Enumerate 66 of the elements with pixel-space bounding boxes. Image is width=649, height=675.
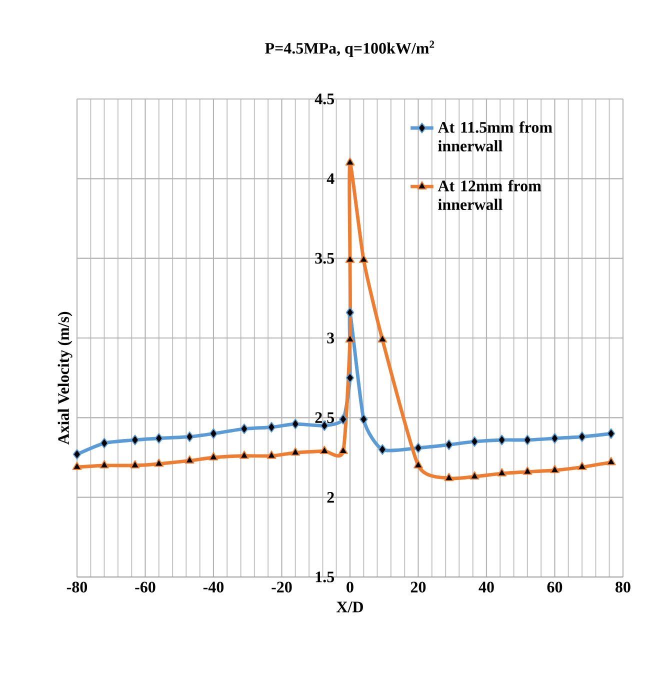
point (154, 433, 164, 444)
point (444, 472, 454, 482)
point (358, 254, 368, 263)
point (346, 307, 354, 318)
point (378, 444, 387, 455)
point (266, 450, 276, 459)
point (240, 450, 249, 459)
point (290, 447, 300, 456)
point (470, 436, 479, 447)
point (522, 466, 532, 475)
point (154, 458, 164, 467)
x-tick-label: -60 (135, 582, 156, 592)
point (130, 460, 140, 468)
point (320, 446, 330, 454)
point (339, 414, 348, 425)
point (100, 460, 109, 468)
point (550, 433, 559, 444)
point (184, 455, 194, 464)
point (360, 414, 368, 425)
x-tick-label: -40 (203, 582, 224, 592)
y-tick-label: 3 (327, 332, 334, 344)
point (185, 431, 194, 442)
point (267, 422, 276, 433)
point (498, 434, 506, 446)
point (100, 438, 108, 448)
chart-title: P=4.5MPa, q=100kW/m$^{2}$ (265, 40, 434, 57)
point (72, 448, 82, 460)
y-axis-title: Axial Velocity (m/s) (58, 312, 72, 445)
y-tick-label: 2 (327, 492, 334, 503)
point (414, 442, 422, 454)
y-tick-label: 3.5 (315, 252, 334, 264)
x-tick-label: 40 (478, 582, 494, 592)
x-tick-label: 60 (547, 582, 562, 592)
x-tick-label: -80 (66, 582, 88, 592)
point (378, 334, 388, 343)
point (345, 334, 355, 343)
point (523, 434, 532, 446)
x-axis-title: X/D (336, 602, 363, 612)
x-tick-label: 0 (346, 582, 354, 592)
point (414, 460, 423, 468)
point (209, 428, 218, 439)
point (606, 456, 616, 466)
point (606, 428, 616, 439)
point (444, 439, 454, 450)
y-tick-label: 1.5 (316, 572, 334, 582)
point (72, 462, 82, 470)
point (208, 452, 218, 460)
x-tick-label: 80 (616, 582, 630, 592)
point (346, 372, 354, 384)
point (470, 471, 480, 480)
y-tick-label: 4 (326, 173, 334, 184)
legend-label: At 12mm from innerwall (438, 180, 542, 210)
point (550, 464, 560, 474)
legend-label: At 11.5mm from innerwall (438, 121, 552, 152)
point (338, 446, 348, 454)
point (497, 468, 507, 476)
point (577, 462, 587, 470)
point (130, 434, 140, 446)
y-tick-label: 4.5 (314, 94, 334, 104)
x-tick-label: 20 (410, 582, 426, 592)
x-tick-label: -20 (272, 582, 292, 592)
point (345, 254, 355, 263)
point (345, 157, 355, 166)
point (291, 418, 300, 430)
point (240, 423, 248, 434)
point (578, 431, 586, 442)
